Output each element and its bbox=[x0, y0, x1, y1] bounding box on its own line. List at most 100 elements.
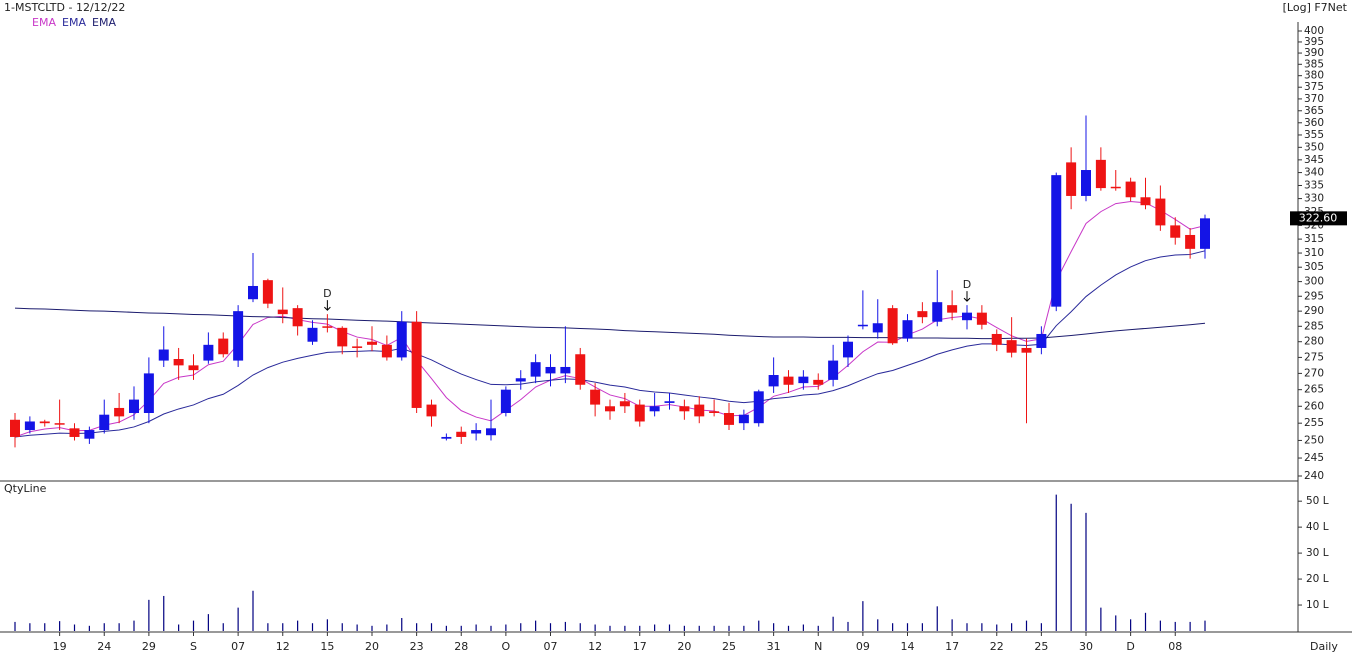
candle-body bbox=[649, 406, 660, 412]
x-tick-label: 29 bbox=[142, 640, 156, 653]
candle-body bbox=[753, 391, 764, 424]
candle-body bbox=[991, 333, 1002, 345]
x-tick-label: D bbox=[1126, 640, 1134, 653]
candle-body bbox=[515, 378, 526, 382]
x-tick-label: 07 bbox=[544, 640, 558, 653]
y-tick-label: 380 bbox=[1304, 70, 1324, 82]
y-tick-label: 285 bbox=[1304, 320, 1324, 332]
candle-body bbox=[337, 327, 348, 347]
candle-body bbox=[634, 404, 645, 422]
x-tick-label: 12 bbox=[276, 640, 290, 653]
candle-body bbox=[24, 421, 35, 431]
candle-body bbox=[1021, 347, 1032, 353]
candle-body bbox=[500, 389, 511, 413]
legend-entry: EMA bbox=[32, 16, 56, 29]
y-tick-label: 245 bbox=[1304, 452, 1324, 464]
last-price-box bbox=[1290, 211, 1347, 226]
y-tick-label: 275 bbox=[1304, 351, 1324, 363]
y-tick-label: 355 bbox=[1304, 129, 1324, 141]
candle-body bbox=[1006, 340, 1017, 353]
annotation-arrow bbox=[963, 291, 971, 302]
x-tick-label: 20 bbox=[677, 640, 691, 653]
candle-body bbox=[188, 365, 199, 371]
x-tick-label: 23 bbox=[410, 640, 424, 653]
legend-entry: EMA bbox=[62, 16, 86, 29]
annotation-arrow bbox=[324, 300, 331, 311]
candle-body bbox=[962, 312, 972, 321]
x-tick-label: 09 bbox=[856, 640, 870, 653]
x-tick-label: 07 bbox=[231, 640, 245, 653]
y-tick-label: 370 bbox=[1304, 93, 1324, 105]
y-tick-label: 280 bbox=[1304, 336, 1324, 348]
y-tick-label: 375 bbox=[1304, 81, 1324, 93]
last-price-label: 322.60 bbox=[1299, 211, 1338, 224]
candle-body bbox=[947, 305, 958, 313]
candle-body bbox=[84, 430, 95, 439]
candle-body bbox=[560, 366, 571, 374]
candle-body bbox=[619, 401, 630, 407]
x-tick-label: 22 bbox=[990, 640, 1004, 653]
x-tick-label: 31 bbox=[767, 640, 781, 653]
candle-body bbox=[679, 406, 690, 412]
y-tick-label: 360 bbox=[1304, 117, 1324, 129]
candle-body bbox=[917, 311, 928, 318]
y-tick-label: 265 bbox=[1304, 384, 1324, 396]
candle-body bbox=[902, 320, 913, 339]
x-tick-label: 15 bbox=[320, 640, 334, 653]
y-tick-label: 390 bbox=[1304, 47, 1324, 59]
y-tick-label: 305 bbox=[1304, 261, 1324, 273]
candle-body bbox=[1200, 218, 1210, 249]
y-tick-label: 295 bbox=[1304, 290, 1324, 302]
candle-body bbox=[39, 421, 50, 424]
candle-body bbox=[783, 376, 794, 385]
y-tick-label: 400 bbox=[1304, 25, 1324, 37]
candle-body bbox=[1170, 225, 1181, 238]
x-tick-label: 12 bbox=[588, 640, 602, 653]
y-tick-label: 300 bbox=[1304, 276, 1324, 288]
candle-body bbox=[828, 360, 839, 380]
candle-body bbox=[1081, 170, 1091, 196]
annotation: D bbox=[963, 278, 971, 291]
ema-line bbox=[14, 200, 1206, 438]
y-tick-label: 290 bbox=[1304, 305, 1324, 317]
candle-body bbox=[545, 366, 556, 374]
candle-body bbox=[976, 312, 987, 325]
candle-body bbox=[352, 346, 363, 348]
y-tick-label: 10 L bbox=[1306, 599, 1329, 611]
x-tick-label: 24 bbox=[97, 640, 111, 653]
candle-body bbox=[724, 412, 734, 425]
candle-body bbox=[396, 321, 407, 358]
chart-title: 1-MSTCLTD - 12/12/22 bbox=[4, 1, 125, 14]
y-tick-label: 40 L bbox=[1306, 521, 1329, 533]
candle-body bbox=[233, 311, 244, 361]
y-tick-label: 345 bbox=[1304, 154, 1324, 166]
candle-body bbox=[248, 285, 258, 300]
x-tick-label: N bbox=[814, 640, 822, 653]
y-tick-label: 20 L bbox=[1306, 573, 1329, 585]
candle-body bbox=[709, 411, 720, 413]
x-tick-label: 08 bbox=[1168, 640, 1182, 653]
candle-body bbox=[173, 358, 184, 366]
candle-body bbox=[798, 376, 809, 384]
candle-body bbox=[1110, 186, 1121, 189]
candle-body bbox=[203, 344, 214, 361]
y-tick-label: 260 bbox=[1304, 400, 1324, 412]
x-tick-label: O bbox=[502, 640, 511, 653]
ema-line bbox=[14, 307, 1206, 340]
x-tick-label: 17 bbox=[945, 640, 959, 653]
candle-body bbox=[872, 323, 883, 333]
candle-body bbox=[813, 379, 824, 385]
candle-body bbox=[441, 436, 452, 439]
y-tick-label: 385 bbox=[1304, 58, 1324, 70]
candle-body bbox=[1185, 234, 1196, 249]
x-tick-label: 14 bbox=[901, 640, 915, 653]
candle-body bbox=[69, 428, 80, 437]
volume-title: QtyLine bbox=[4, 482, 47, 495]
scale-label: [Log] F7Net bbox=[1283, 1, 1348, 14]
candle-body bbox=[843, 341, 853, 358]
candle-body bbox=[277, 309, 288, 315]
candle-body bbox=[1036, 333, 1047, 348]
